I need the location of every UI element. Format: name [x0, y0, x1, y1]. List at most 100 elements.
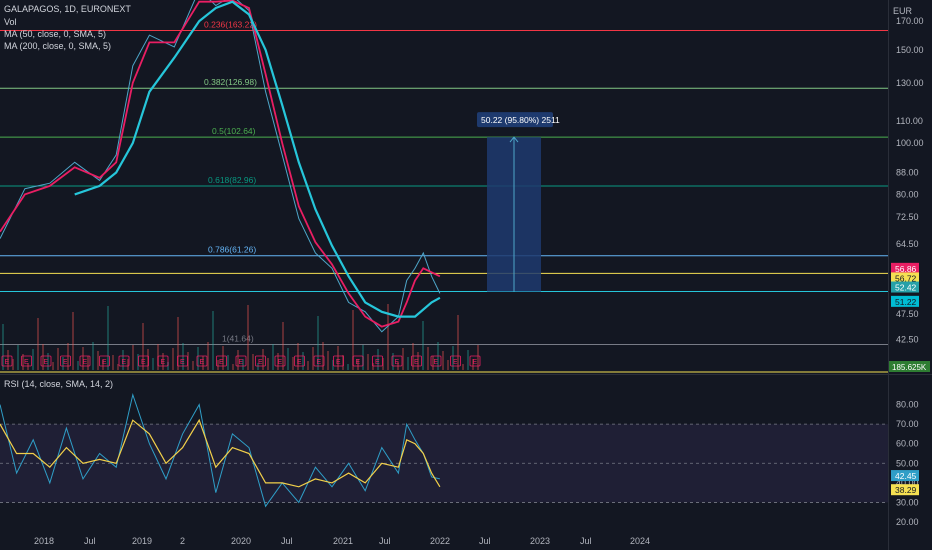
- volume-bar: [7, 350, 9, 370]
- rsi-legend: RSI (14, close, SMA, 14, 2): [4, 379, 113, 390]
- volume-bar: [212, 311, 214, 370]
- volume-bar: [197, 347, 199, 370]
- earnings-marker: [352, 355, 364, 367]
- rsi-badge-0: [891, 470, 919, 482]
- earnings-marker-label: E: [453, 359, 458, 366]
- earnings-marker: [157, 355, 169, 367]
- volume-bar: [412, 343, 414, 370]
- price-tick-label: 130.00: [896, 78, 924, 88]
- earnings-marker-label: E: [141, 359, 146, 366]
- earnings-marker: [430, 355, 442, 367]
- price-tick-label: 150.00: [896, 45, 924, 55]
- fib-label-1: 0.382(126.98): [204, 77, 257, 87]
- volume-bar: [27, 363, 29, 370]
- volume-bar: [12, 359, 14, 370]
- volume-bar: [172, 348, 174, 370]
- rsi-tick-label: 30.00: [896, 497, 919, 507]
- volume-bar: [192, 361, 194, 370]
- earnings-marker-label: E: [200, 359, 205, 366]
- price-tick-label: 88.00: [896, 167, 919, 177]
- earnings-marker: [372, 355, 383, 367]
- price-badge-label-3: 51.22: [895, 297, 917, 307]
- earnings-marker-label: E: [297, 359, 302, 366]
- volume-bar: [107, 306, 109, 370]
- price-tick-label: 72.50: [896, 212, 919, 222]
- volume-bar: [267, 358, 269, 370]
- volume-bar: [317, 316, 319, 370]
- volume-bar: [287, 348, 289, 370]
- volume-bar: [407, 357, 409, 370]
- ma50-label: MA (50, close, 0, SMA, 5): [4, 29, 107, 39]
- earnings-marker-label: E: [24, 359, 29, 366]
- volume-bar: [142, 323, 144, 370]
- price-badge-1: [891, 272, 919, 284]
- earnings-marker: [79, 355, 91, 367]
- fib-label-4: 0.786(61.26): [208, 245, 256, 255]
- volume-bar: [477, 345, 479, 370]
- time-tick-label: 2019: [132, 536, 152, 546]
- earnings-marker-label: E: [239, 359, 244, 366]
- volume-bar: [152, 358, 154, 370]
- earnings-marker: [333, 355, 344, 367]
- volume-bar: [282, 322, 284, 370]
- volume-bar: [372, 363, 374, 370]
- earnings-marker-label: E: [180, 359, 185, 366]
- volume-bar: [207, 342, 209, 370]
- earnings-marker: [313, 355, 325, 367]
- volume-bar: [367, 354, 369, 370]
- currency-label: EUR: [893, 6, 913, 16]
- rsi-badge-label-1: 38.29: [895, 485, 917, 495]
- volume-bar: [382, 358, 384, 370]
- rsi-tick-label: 80.00: [896, 400, 919, 410]
- earnings-marker: [274, 355, 286, 367]
- volume-bar: [457, 315, 459, 370]
- volume-bar: [312, 347, 314, 370]
- earnings-marker: [235, 355, 247, 367]
- earnings-marker: [411, 355, 422, 367]
- volume-bar: [292, 357, 294, 370]
- volume-bar: [92, 342, 94, 370]
- time-tick-label: Jul: [479, 536, 491, 546]
- price-tick-label: 100.00: [896, 138, 924, 148]
- price-tick-label: 110.00: [896, 116, 923, 126]
- earnings-marker-label: E: [63, 359, 68, 366]
- volume-badge: [889, 361, 930, 372]
- earnings-marker: [60, 355, 71, 367]
- volume-bar: [47, 353, 49, 370]
- earnings-marker: [1, 355, 13, 367]
- earnings-marker: [196, 355, 208, 367]
- earnings-marker: [294, 355, 305, 367]
- earnings-marker: [177, 355, 188, 367]
- volume-bar: [402, 348, 404, 370]
- volume-bar: [217, 360, 219, 370]
- earnings-marker-label: E: [356, 359, 361, 366]
- volume-bar: [297, 343, 299, 370]
- price-tick-label: 80.00: [896, 189, 919, 199]
- volume-bar: [377, 349, 379, 370]
- volume-bar: [252, 354, 254, 370]
- volume-bar: [277, 353, 279, 370]
- volume-bar: [202, 356, 204, 370]
- volume-bar: [77, 361, 79, 370]
- volume-bar: [352, 310, 354, 370]
- volume-bar: [387, 304, 389, 370]
- volume-bar: [102, 360, 104, 370]
- earnings-marker-label: E: [414, 359, 419, 366]
- measure-arrow-head: [509, 136, 519, 143]
- volume-bar: [222, 346, 224, 370]
- volume-bar: [417, 352, 419, 370]
- volume-bar: [307, 361, 309, 370]
- earnings-marker: [40, 355, 52, 367]
- time-tick-label: 2: [180, 536, 185, 546]
- time-tick-label: 2021: [333, 536, 353, 546]
- volume-bar: [87, 356, 89, 370]
- earnings-marker: [99, 355, 110, 367]
- price-badge-0: [891, 262, 919, 274]
- volume-bar: [257, 363, 259, 370]
- volume-bar: [137, 354, 139, 370]
- earnings-marker: [216, 355, 227, 367]
- volume-bar: [57, 348, 59, 370]
- volume-bar: [62, 357, 64, 370]
- earnings-marker-label: E: [434, 359, 439, 366]
